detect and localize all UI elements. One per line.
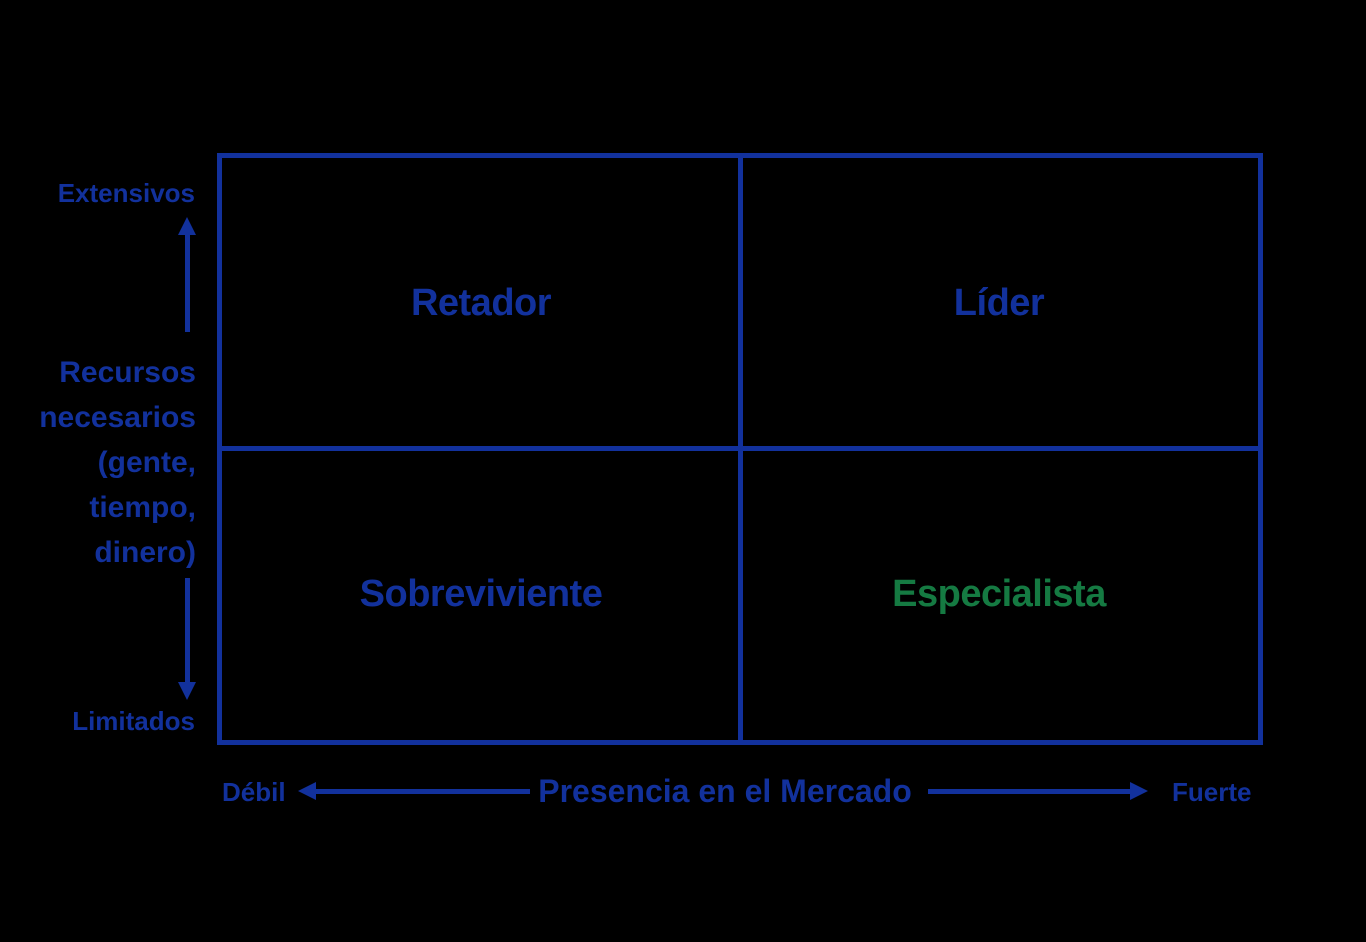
y-axis-bottom-label: Limitados xyxy=(72,706,195,736)
x-axis-title: Presencia en el Mercado xyxy=(538,773,912,809)
quadrant-bottom-left-label: Sobreviviente xyxy=(359,573,603,615)
y-axis-arrow-up-icon xyxy=(177,217,197,332)
y-axis-title: Recursos necesarios (gente, tiempo, dine… xyxy=(39,356,196,569)
matrix-box: Retador Líder Sobreviviente Especialista xyxy=(217,153,1263,745)
quadrant-bottom-right: Especialista xyxy=(740,449,1258,740)
x-axis-right-label: Fuerte xyxy=(1172,777,1252,807)
quadrant-bottom-right-label: Especialista xyxy=(892,573,1106,615)
arrow-shaft xyxy=(185,233,190,332)
arrow-head xyxy=(178,682,196,700)
arrow-head xyxy=(178,217,196,235)
matrix-horizontal-divider xyxy=(222,446,1258,451)
arrow-shaft xyxy=(185,578,190,684)
y-axis-arrow-down-icon xyxy=(177,578,197,700)
y-axis-top-label: Extensivos xyxy=(57,178,195,208)
arrow-shaft xyxy=(314,789,530,794)
quadrant-top-left-label: Retador xyxy=(410,282,552,324)
quadrant-top-left: Retador xyxy=(222,158,740,449)
arrow-shaft xyxy=(928,789,1132,794)
quadrant-top-right: Líder xyxy=(740,158,1258,449)
quadrant-bottom-left: Sobreviviente xyxy=(222,449,740,740)
arrow-head xyxy=(298,782,316,800)
x-axis-left-label: Débil xyxy=(222,777,286,807)
x-axis-arrow-left-icon xyxy=(298,781,530,801)
x-axis-arrow-right-icon xyxy=(928,781,1148,801)
quadrant-top-right-label: Líder xyxy=(953,282,1045,324)
arrow-head xyxy=(1130,782,1148,800)
